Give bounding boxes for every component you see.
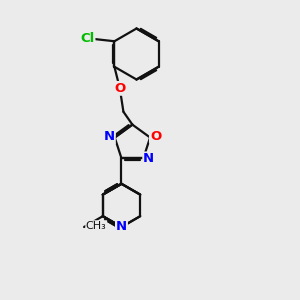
Text: O: O — [114, 82, 125, 95]
Text: N: N — [116, 220, 127, 233]
Text: N: N — [104, 130, 115, 143]
Text: Cl: Cl — [80, 32, 94, 45]
Text: N: N — [143, 152, 154, 165]
Text: O: O — [150, 130, 161, 143]
Text: CH₃: CH₃ — [86, 221, 106, 231]
